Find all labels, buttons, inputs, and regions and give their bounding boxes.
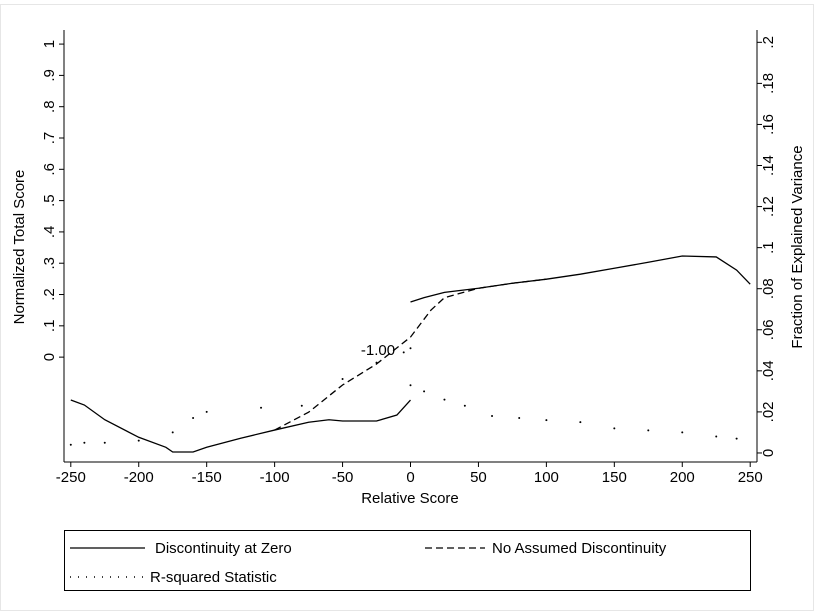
data-point <box>192 417 195 420</box>
data-point <box>137 439 140 442</box>
x-tick-label: 100 <box>534 469 559 486</box>
legend-label: Discontinuity at Zero <box>155 540 292 557</box>
y-tick-label: .2 <box>41 288 58 301</box>
data-point <box>681 431 684 434</box>
y2-tick-label: .02 <box>760 401 777 422</box>
y-tick-label: .9 <box>41 69 58 82</box>
x-tick-label: -50 <box>332 469 354 486</box>
y2-tick-label: .08 <box>760 278 777 299</box>
data-point <box>613 427 616 430</box>
legend-label: R-squared Statistic <box>150 569 277 586</box>
x-tick-label: 150 <box>602 469 627 486</box>
data-point <box>463 404 466 407</box>
data-point <box>715 435 718 438</box>
data-point <box>545 419 548 422</box>
y-axis-title: Normalized Total Score <box>11 170 28 325</box>
data-point <box>402 351 405 354</box>
data-point <box>103 441 106 444</box>
series-line <box>274 278 547 431</box>
x-tick-label: -200 <box>124 469 154 486</box>
data-point <box>260 406 263 409</box>
x-tick-label: 200 <box>670 469 695 486</box>
data-point <box>69 443 72 446</box>
x-tick-label: -150 <box>192 469 222 486</box>
data-point <box>579 421 582 424</box>
annotation: -1.00 <box>361 342 395 359</box>
y2-tick-label: .14 <box>760 155 777 176</box>
y2-tick-label: 0 <box>760 449 777 457</box>
y2-axis-title: Fraction of Explained Variance <box>789 145 806 348</box>
data-point <box>423 390 426 393</box>
data-point <box>375 361 378 364</box>
y-tick-label: .1 <box>41 320 58 333</box>
x-tick-label: 0 <box>406 469 414 486</box>
y2-tick-label: .1 <box>760 241 777 254</box>
y-tick-label: .8 <box>41 100 58 113</box>
y-tick-label: .7 <box>41 132 58 145</box>
legend-label: No Assumed Discontinuity <box>492 540 667 557</box>
frame <box>0 4 814 611</box>
data-point <box>83 441 86 444</box>
y2-tick-label: .2 <box>760 36 777 49</box>
data-point <box>409 384 412 387</box>
data-point <box>171 431 174 434</box>
legend-box <box>64 530 751 591</box>
y2-tick-label: .04 <box>760 360 777 381</box>
data-point <box>409 347 412 350</box>
data-point <box>300 404 303 407</box>
x-axis-title: Relative Score <box>361 490 459 507</box>
x-tick-label: 250 <box>738 469 763 486</box>
data-point <box>205 410 208 413</box>
y-tick-label: .5 <box>41 194 58 207</box>
data-point <box>443 398 446 401</box>
data-point <box>341 378 344 381</box>
x-tick-label: 50 <box>470 469 487 486</box>
y-tick-label: 1 <box>41 40 58 48</box>
y2-tick-label: .18 <box>760 73 777 94</box>
y-tick-label: 0 <box>41 353 58 361</box>
y2-tick-label: .16 <box>760 114 777 135</box>
y2-tick-label: .06 <box>760 319 777 340</box>
x-tick-label: -250 <box>56 469 86 486</box>
y-tick-label: .4 <box>41 226 58 239</box>
y2-tick-label: .12 <box>760 196 777 217</box>
y-tick-label: .6 <box>41 163 58 176</box>
data-point <box>647 429 650 432</box>
data-point <box>518 417 521 420</box>
data-point <box>491 415 494 418</box>
y-tick-label: .3 <box>41 257 58 270</box>
x-tick-label: -100 <box>260 469 290 486</box>
series-line <box>70 255 751 453</box>
data-point <box>735 437 738 440</box>
